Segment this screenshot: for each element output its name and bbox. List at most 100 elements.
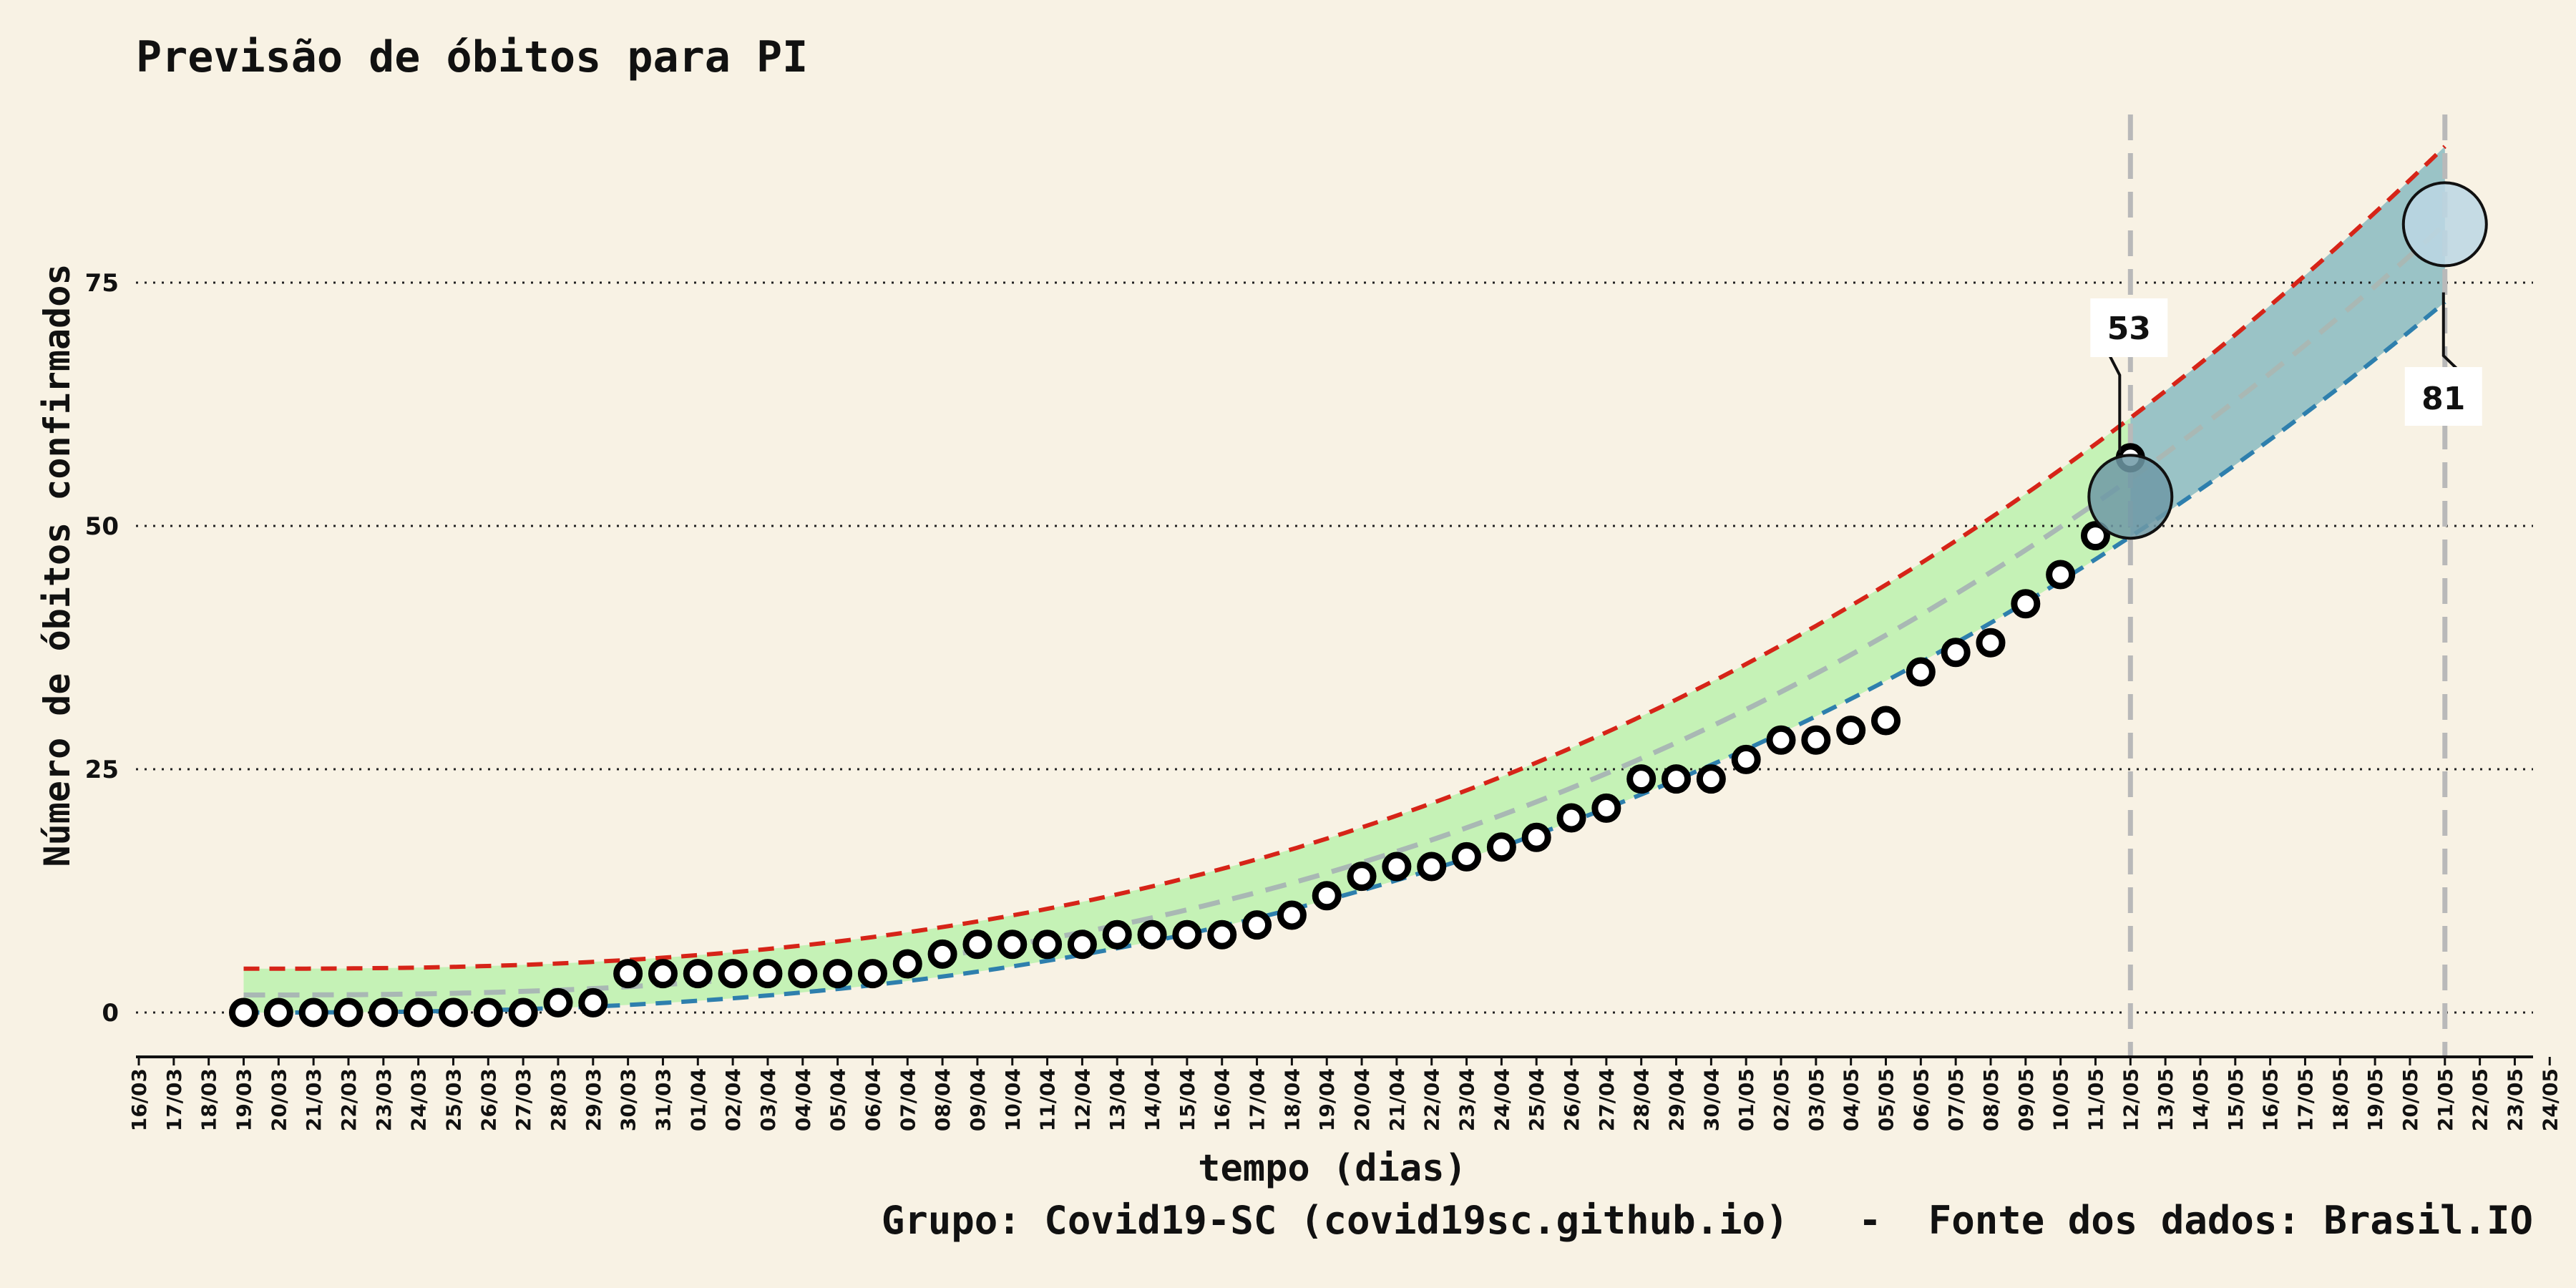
observed-point [1591, 793, 1621, 823]
x-tick-label: 08/04 [931, 1068, 955, 1131]
callout-box [2404, 367, 2482, 426]
observed-point [1277, 900, 1307, 930]
observed-point [613, 959, 643, 989]
forecast-confidence-band [2130, 146, 2445, 537]
x-tick-label: 12/04 [1070, 1068, 1094, 1131]
x-tick-label: 04/05 [1840, 1068, 1863, 1131]
central-estimate-line [243, 222, 2447, 997]
observed-point [1976, 628, 2006, 658]
callout-value: 81 [2421, 381, 2465, 417]
x-tick-label: 31/03 [651, 1068, 675, 1131]
observed-point [1102, 919, 1132, 950]
x-tick-label: 22/05 [2469, 1068, 2492, 1131]
x-tick-label: 23/03 [372, 1068, 396, 1131]
observed-point [1626, 764, 1657, 794]
y-tick-label: 75 [85, 269, 119, 298]
y-tick-label: 0 [102, 999, 119, 1028]
observed-point [892, 949, 922, 979]
x-tick-label: 08/05 [1979, 1068, 2003, 1131]
callout-value: 53 [2107, 311, 2151, 347]
x-tick-label: 03/04 [756, 1068, 780, 1131]
x-tick-label: 20/05 [2399, 1068, 2422, 1131]
observed-point [298, 997, 328, 1028]
x-tick-label: 17/04 [1246, 1068, 1269, 1131]
marker-vertical-lines [2127, 114, 2448, 1057]
x-tick-label: 09/04 [966, 1068, 990, 1131]
x-tick-label: 07/05 [1944, 1068, 1968, 1131]
x-tick-label: 18/03 [197, 1068, 221, 1131]
x-tick-label: 11/04 [1036, 1068, 1060, 1131]
observed-point [578, 987, 608, 1018]
observed-point [962, 930, 992, 960]
x-tick-label: 03/05 [1805, 1068, 1828, 1131]
x-tick-label: 18/05 [2328, 1068, 2352, 1131]
forecast-lines [243, 145, 2447, 1015]
footer-credit: Grupo: Covid19-SC (covid19sc.github.io) … [882, 1198, 2533, 1243]
x-tick-label: 06/05 [1909, 1068, 1933, 1131]
fit-confidence-band [243, 418, 2131, 1013]
x-tick-label: 16/03 [127, 1068, 151, 1131]
observed-point [1662, 764, 1692, 794]
observed-point [1521, 822, 1551, 852]
observed-point [438, 997, 468, 1028]
x-tick-label: 27/03 [512, 1068, 535, 1131]
x-tick-label: 29/04 [1665, 1068, 1689, 1131]
x-tick-label: 19/04 [1315, 1068, 1339, 1131]
x-tick-label: 23/05 [2503, 1068, 2527, 1131]
x-tick-label: 27/04 [1595, 1068, 1619, 1131]
x-tick-label: 06/04 [861, 1068, 884, 1131]
x-tick-label: 28/04 [1630, 1068, 1654, 1131]
x-tick-label: 21/03 [302, 1068, 326, 1131]
observed-point [2080, 521, 2110, 551]
x-tick-label: 10/05 [2049, 1068, 2073, 1131]
observed-point [263, 997, 293, 1028]
x-tick-label: 19/03 [232, 1068, 255, 1131]
observed-point [1312, 881, 1342, 911]
x-tick-label: 16/05 [2259, 1068, 2283, 1131]
x-tick-label: 12/05 [2119, 1068, 2142, 1131]
observed-point [997, 930, 1028, 960]
x-tick-label: 25/03 [441, 1068, 465, 1131]
x-tick-label: 24/03 [407, 1068, 431, 1131]
x-tick-label: 04/04 [791, 1068, 815, 1131]
x-tick-label: 24/04 [1490, 1068, 1513, 1131]
y-tick-label: 25 [85, 756, 119, 784]
x-tick-label: 21/04 [1385, 1068, 1409, 1131]
x-tick-label: 02/05 [1770, 1068, 1793, 1131]
x-tick-label: 07/04 [896, 1068, 919, 1131]
forecast-marker [2401, 181, 2488, 268]
x-tick-label: 30/03 [617, 1068, 640, 1131]
x-tick-label: 29/03 [582, 1068, 605, 1131]
x-tick-label: 17/03 [162, 1068, 186, 1131]
x-tick-label: 28/03 [547, 1068, 570, 1131]
observed-point [1801, 725, 1831, 755]
y-tick-label: 50 [85, 512, 119, 541]
observed-point [1137, 919, 1167, 950]
x-tick-label: 26/04 [1560, 1068, 1584, 1131]
x-tick-label: 05/05 [1875, 1068, 1898, 1131]
x-tick-label: 25/04 [1525, 1068, 1548, 1131]
x-tick-label: 16/04 [1211, 1068, 1234, 1131]
observed-point [1347, 862, 1377, 892]
observed-point [718, 959, 748, 989]
x-tick-label: 01/04 [686, 1068, 710, 1131]
observed-point [1836, 716, 1866, 746]
observed-point [1766, 725, 1796, 755]
x-tick-label: 22/03 [337, 1068, 361, 1131]
marker-callouts: 53 81 [2090, 292, 2482, 453]
forecast-markers [2087, 181, 2488, 540]
observed-point [1696, 764, 1726, 794]
observed-point [1207, 919, 1237, 950]
x-tick-label: 30/04 [1699, 1068, 1723, 1131]
observed-point [823, 959, 853, 989]
x-tick-label: 22/04 [1420, 1068, 1444, 1131]
observed-point [1452, 841, 1482, 872]
observed-point [1871, 706, 1901, 736]
x-tick-label: 09/05 [2014, 1068, 2038, 1131]
observed-points [228, 443, 2145, 1028]
x-tick-label: 13/04 [1106, 1068, 1129, 1131]
x-tick-label: 15/05 [2224, 1068, 2248, 1131]
x-tick-label: 24/05 [2538, 1068, 2562, 1131]
x-tick-label: 13/05 [2154, 1068, 2177, 1131]
